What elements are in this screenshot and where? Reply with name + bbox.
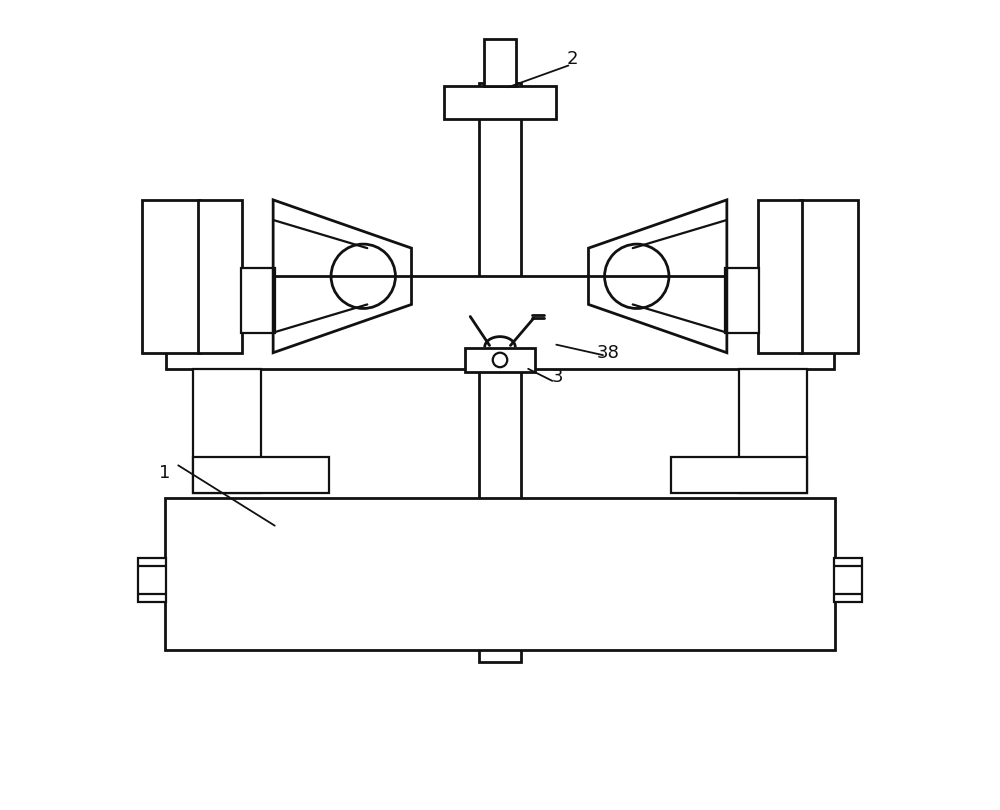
Bar <box>193 369 261 493</box>
Bar <box>479 83 521 663</box>
Bar <box>800 200 858 352</box>
Text: 38: 38 <box>597 343 620 362</box>
Bar <box>166 276 834 369</box>
Bar <box>444 86 556 119</box>
Text: 2: 2 <box>567 50 578 68</box>
Bar <box>465 347 535 372</box>
Bar <box>739 369 807 493</box>
Text: 3: 3 <box>552 368 564 386</box>
Bar <box>142 200 200 352</box>
Bar <box>241 268 275 333</box>
Bar <box>484 39 516 86</box>
Text: 1: 1 <box>159 464 170 483</box>
Bar <box>725 268 759 333</box>
Bar <box>671 458 807 493</box>
Bar <box>198 200 242 352</box>
Bar <box>834 558 862 602</box>
Bar <box>165 497 835 650</box>
Bar <box>758 200 802 352</box>
Bar <box>138 558 166 602</box>
Bar <box>193 458 329 493</box>
